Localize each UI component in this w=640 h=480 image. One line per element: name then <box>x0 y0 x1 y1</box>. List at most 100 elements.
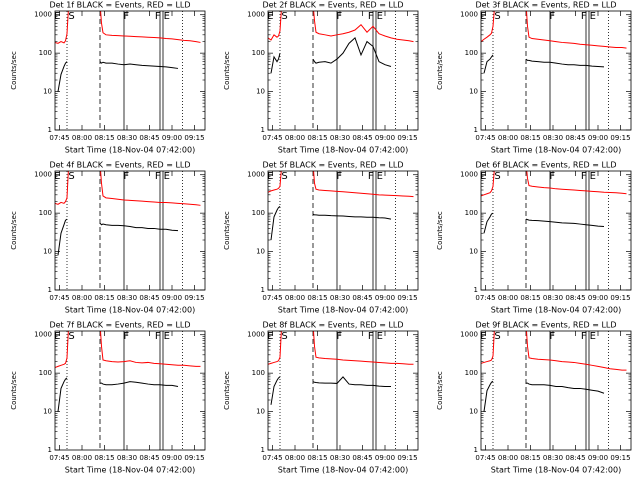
y-tick-label: 100 <box>252 209 265 217</box>
x-tick-label: 08:15 <box>94 294 114 302</box>
x-tick-label: 08:15 <box>307 294 327 302</box>
event-label: E <box>164 171 170 182</box>
plot-frame <box>267 10 419 131</box>
y-tick-label: 1 <box>48 286 52 294</box>
x-tick-label: 08:45 <box>352 134 372 142</box>
y-tick-label: 1 <box>48 446 52 454</box>
x-tick-label: 09:15 <box>184 134 204 142</box>
event-label: F <box>123 171 129 182</box>
x-tick-label: 08:00 <box>72 134 92 142</box>
x-tick-label: 09:00 <box>375 294 395 302</box>
y-tick-label: 100 <box>39 49 52 57</box>
x-tick-label: 09:15 <box>397 454 417 462</box>
plot-frame <box>480 170 632 291</box>
y-tick-label: 10 <box>43 248 52 256</box>
event-label: S <box>281 171 287 182</box>
series-line <box>483 54 605 74</box>
x-tick-label: 08:45 <box>139 134 159 142</box>
y-tick-label: 100 <box>252 369 265 377</box>
x-tick-label: 08:00 <box>498 134 518 142</box>
y-axis-label: Counts/sec <box>223 371 231 410</box>
event-label: E <box>590 171 596 182</box>
x-tick-label: 08:30 <box>330 454 350 462</box>
x-axis-label: Start Time (18-Nov-04 07:42:00) <box>278 146 408 155</box>
event-label: F <box>368 11 374 22</box>
panel-title: Det 1f BLACK = Events, RED = LLD <box>49 1 190 10</box>
y-axis-label: Counts/sec <box>436 371 444 410</box>
y-tick-label: 1000 <box>247 11 265 19</box>
x-tick-label: 08:30 <box>330 294 350 302</box>
series-line <box>268 171 414 198</box>
x-tick-label: 09:15 <box>610 134 630 142</box>
plot-frame <box>54 170 206 291</box>
x-tick-label: 08:00 <box>285 294 305 302</box>
x-tick-label: 07:45 <box>262 294 282 302</box>
event-label: S <box>494 171 500 182</box>
y-axis-label: Counts/sec <box>223 211 231 250</box>
series-line <box>481 331 627 371</box>
y-tick-label: 10 <box>469 408 478 416</box>
y-tick-label: 10 <box>43 408 52 416</box>
x-tick-label: 09:00 <box>162 134 182 142</box>
event-label: S <box>68 11 74 22</box>
series-line <box>57 377 179 412</box>
x-tick-label: 09:00 <box>162 454 182 462</box>
x-tick-label: 09:00 <box>588 134 608 142</box>
plot-frame <box>267 330 419 451</box>
event-label: E <box>480 11 486 22</box>
y-tick-label: 1000 <box>34 171 52 179</box>
x-tick-label: 08:00 <box>498 454 518 462</box>
x-tick-label: 08:30 <box>543 134 563 142</box>
event-label: E <box>164 11 170 22</box>
series-line <box>270 205 392 241</box>
x-axis-label: Start Time (18-Nov-04 07:42:00) <box>65 146 195 155</box>
event-label: F <box>336 331 342 342</box>
series-line <box>57 218 179 256</box>
panel-title: Det 7f BLACK = Events, RED = LLD <box>49 321 190 330</box>
event-label: F <box>123 331 129 342</box>
y-tick-label: 100 <box>465 49 478 57</box>
series-line <box>483 212 605 234</box>
event-label: E <box>164 331 170 342</box>
series-line <box>268 11 414 43</box>
event-label: E <box>54 331 60 342</box>
event-label: E <box>377 331 383 342</box>
x-tick-label: 08:00 <box>498 294 518 302</box>
x-tick-label: 08:30 <box>543 294 563 302</box>
y-tick-label: 10 <box>43 88 52 96</box>
x-tick-label: 09:15 <box>397 294 417 302</box>
x-axis-label: Start Time (18-Nov-04 07:42:00) <box>278 306 408 315</box>
x-tick-label: 08:45 <box>139 294 159 302</box>
event-label: F <box>549 331 555 342</box>
event-label: E <box>377 11 383 22</box>
x-tick-label: 09:15 <box>184 294 204 302</box>
y-tick-label: 100 <box>465 369 478 377</box>
y-tick-label: 1 <box>474 126 478 134</box>
x-tick-label: 07:45 <box>49 294 69 302</box>
x-tick-label: 08:45 <box>352 294 372 302</box>
event-label: F <box>155 11 161 22</box>
x-tick-label: 09:00 <box>375 454 395 462</box>
x-tick-label: 09:15 <box>610 294 630 302</box>
y-tick-label: 10 <box>256 88 265 96</box>
series-line <box>270 376 391 405</box>
event-label: F <box>581 331 587 342</box>
x-tick-label: 08:45 <box>565 454 585 462</box>
panel-title: Det 3f BLACK = Events, RED = LLD <box>475 1 616 10</box>
y-tick-label: 1 <box>261 286 265 294</box>
y-tick-label: 1 <box>474 286 478 294</box>
x-axis-label: Start Time (18-Nov-04 07:42:00) <box>491 466 621 475</box>
x-axis-label: Start Time (18-Nov-04 07:42:00) <box>278 466 408 475</box>
x-axis-label: Start Time (18-Nov-04 07:42:00) <box>65 306 195 315</box>
y-tick-label: 100 <box>39 209 52 217</box>
x-tick-label: 08:45 <box>352 454 372 462</box>
x-tick-label: 08:30 <box>117 294 137 302</box>
y-axis-label: Counts/sec <box>10 51 18 90</box>
x-tick-label: 09:15 <box>610 454 630 462</box>
panel-title: Det 8f BLACK = Events, RED = LLD <box>262 321 403 330</box>
y-axis-label: Counts/sec <box>436 51 444 90</box>
y-tick-label: 1000 <box>460 171 478 179</box>
y-tick-label: 1000 <box>247 171 265 179</box>
event-label: F <box>123 11 129 22</box>
